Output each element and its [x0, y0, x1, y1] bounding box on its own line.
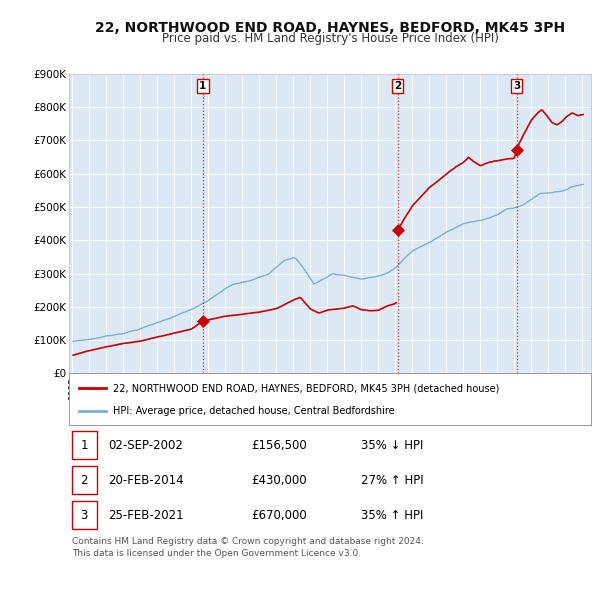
Text: 22, NORTHWOOD END ROAD, HAYNES, BEDFORD, MK45 3PH (detached house): 22, NORTHWOOD END ROAD, HAYNES, BEDFORD,…: [113, 383, 500, 393]
Bar: [71, 467, 97, 494]
Text: 3: 3: [513, 81, 520, 91]
Text: 2: 2: [80, 474, 88, 487]
Text: 35% ↓ HPI: 35% ↓ HPI: [361, 438, 424, 451]
Text: £156,500: £156,500: [252, 438, 307, 451]
Text: 3: 3: [80, 509, 88, 522]
Text: 22, NORTHWOOD END ROAD, HAYNES, BEDFORD, MK45 3PH: 22, NORTHWOOD END ROAD, HAYNES, BEDFORD,…: [95, 21, 565, 35]
Text: £430,000: £430,000: [252, 474, 307, 487]
Bar: [71, 502, 97, 529]
Bar: [71, 431, 97, 459]
Text: 1: 1: [199, 81, 206, 91]
Text: 20-FEB-2014: 20-FEB-2014: [108, 474, 184, 487]
Text: 02-SEP-2002: 02-SEP-2002: [108, 438, 183, 451]
Text: Contains HM Land Registry data © Crown copyright and database right 2024.
This d: Contains HM Land Registry data © Crown c…: [71, 537, 424, 558]
Text: £670,000: £670,000: [252, 509, 307, 522]
Text: 25-FEB-2021: 25-FEB-2021: [108, 509, 184, 522]
Text: 27% ↑ HPI: 27% ↑ HPI: [361, 474, 424, 487]
Text: Price paid vs. HM Land Registry's House Price Index (HPI): Price paid vs. HM Land Registry's House …: [161, 32, 499, 45]
Text: HPI: Average price, detached house, Central Bedfordshire: HPI: Average price, detached house, Cent…: [113, 406, 395, 416]
Text: 35% ↑ HPI: 35% ↑ HPI: [361, 509, 424, 522]
Text: 1: 1: [80, 438, 88, 451]
Text: 2: 2: [394, 81, 401, 91]
